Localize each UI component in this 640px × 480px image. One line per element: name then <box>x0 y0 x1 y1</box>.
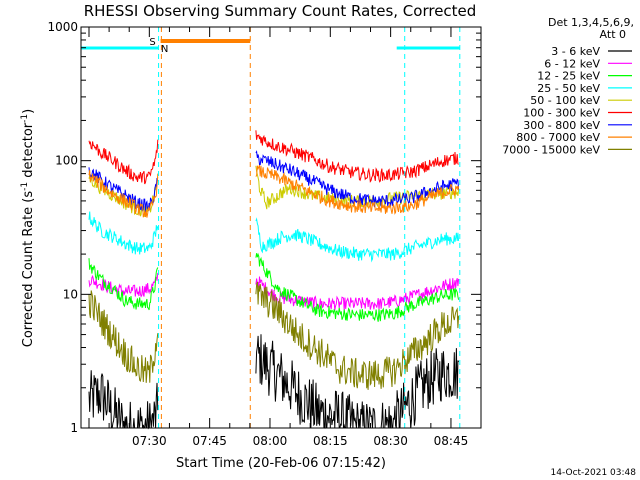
legend-header-line1: Det 1,3,4,5,6,9, <box>548 16 634 29</box>
legend-label-1: 6 - 12 keV <box>544 57 600 70</box>
series-1-segment-0 <box>88 272 159 298</box>
x-tick-label-3: 08:15 <box>313 434 348 448</box>
series-7-segment-1 <box>255 164 460 215</box>
series-2-segment-1 <box>255 252 460 322</box>
series-7 <box>88 164 460 218</box>
footer-date: 14-Oct-2021 03:48 <box>551 468 637 478</box>
x-axis-label: Start Time (20-Feb-06 07:15:42) <box>176 456 386 471</box>
x-tick-label-2: 08:00 <box>253 434 288 448</box>
y-axis-label: Corrected Count Rate (s-1 detector-1) <box>20 109 36 347</box>
series-2 <box>88 252 460 322</box>
x-tick-label-1: 07:45 <box>192 434 227 448</box>
legend-label-0: 3 - 6 keV <box>551 45 600 58</box>
series-3-segment-1 <box>255 217 460 263</box>
series-3-segment-0 <box>88 211 159 255</box>
legend-label-3: 25 - 50 keV <box>537 82 600 95</box>
chart-title: RHESSI Observing Summary Count Rates, Co… <box>84 2 477 20</box>
x-tick-label-0: 07:30 <box>132 434 167 448</box>
axes: 1 10 100 1000 07:30 07:45 08:00 08:15 08:30 08:45 <box>47 20 482 448</box>
y-tick-label-0: 1 <box>70 421 78 435</box>
series-5-segment-0 <box>88 139 159 185</box>
legend-label-4: 50 - 100 keV <box>530 94 600 107</box>
series-6-segment-1 <box>255 150 460 208</box>
series-5 <box>88 130 459 185</box>
legend-label-6: 300 - 800 keV <box>523 119 600 132</box>
series-8-segment-1 <box>255 281 460 390</box>
y-tick-label-2: 100 <box>55 154 78 168</box>
legend-label-2: 12 - 25 keV <box>537 70 600 83</box>
plot-frame <box>80 26 482 429</box>
y-tick-label-3: 1000 <box>47 20 78 34</box>
night-label: N <box>161 44 168 55</box>
x-tick-label-5: 08:45 <box>434 434 469 448</box>
x-tick-label-4: 08:30 <box>373 434 408 448</box>
plot-area: SN <box>81 27 461 430</box>
series-8 <box>88 281 460 390</box>
legend-header-line2: Att 0 <box>600 28 626 41</box>
legend-label-5: 100 - 300 keV <box>523 107 600 120</box>
legend-label-7: 800 - 7000 keV <box>516 131 600 144</box>
series-5-segment-1 <box>255 130 459 183</box>
saa-label: S <box>149 37 155 48</box>
legend-label-8: 7000 - 15000 keV <box>502 143 600 156</box>
series-2-segment-0 <box>88 258 159 311</box>
series-7-segment-0 <box>88 170 159 218</box>
series-3 <box>88 211 460 263</box>
series-0-segment-1 <box>255 334 460 429</box>
y-tick-label-1: 10 <box>63 287 78 301</box>
series-8-segment-0 <box>88 290 159 383</box>
